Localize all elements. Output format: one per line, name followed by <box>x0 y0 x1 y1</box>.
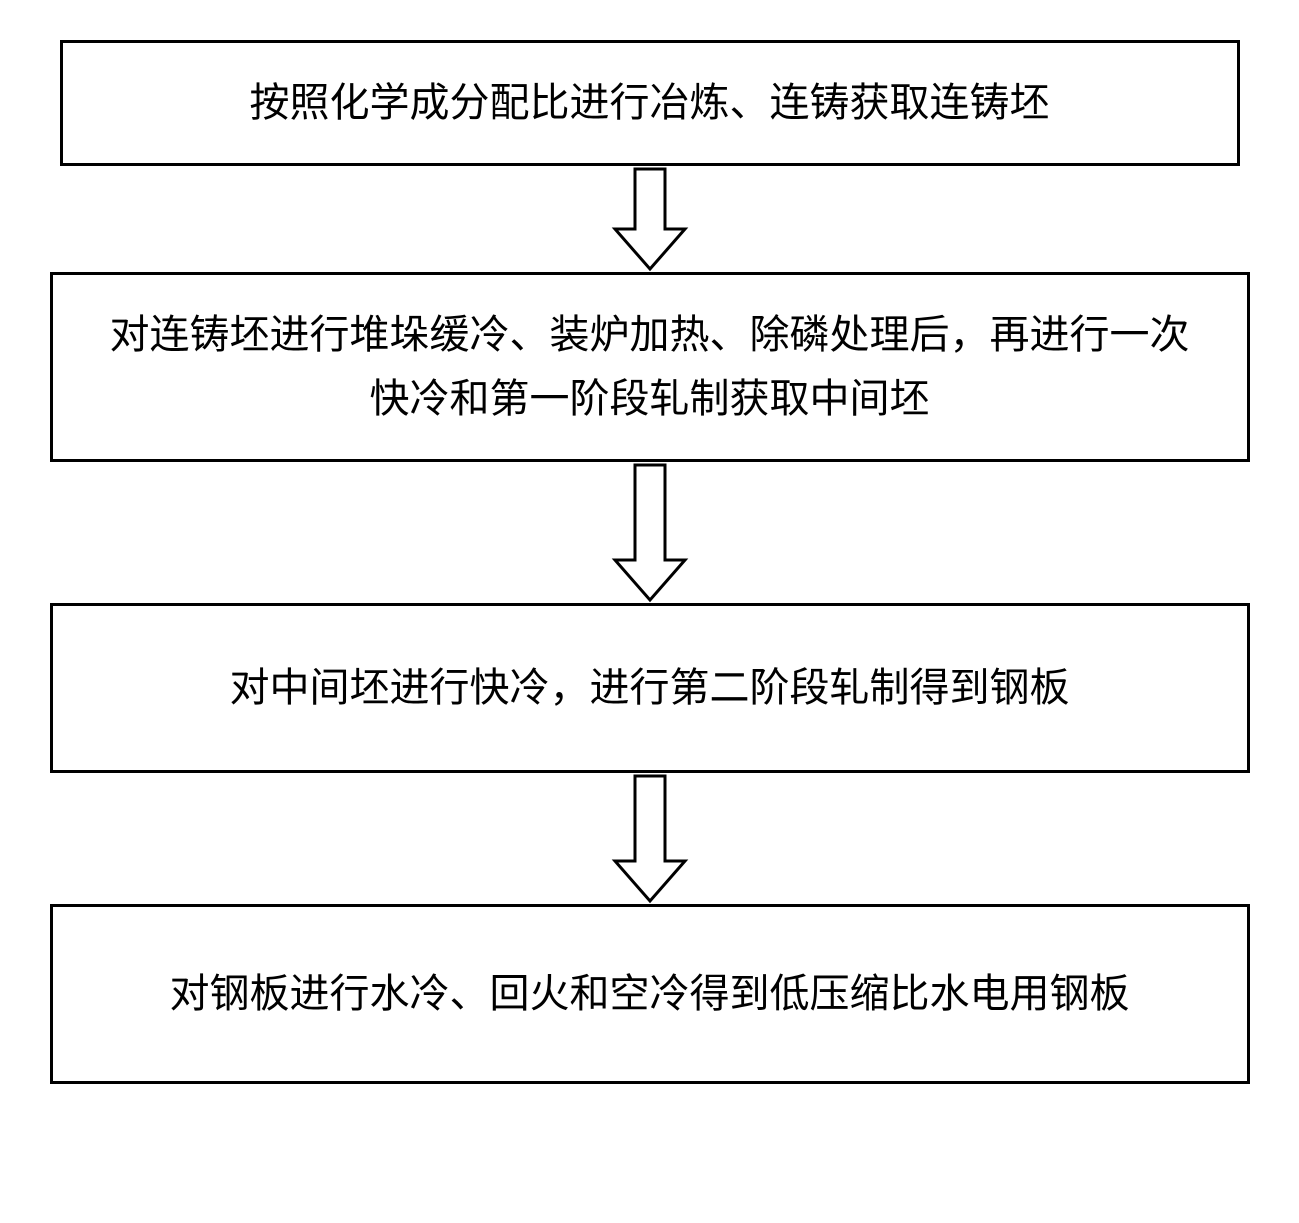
step-text: 对中间坯进行快冷，进行第二阶段轧制得到钢板 <box>230 656 1070 720</box>
arrow-down-icon <box>610 166 690 272</box>
step-text: 对钢板进行水冷、回火和空冷得到低压缩比水电用钢板 <box>170 962 1130 1026</box>
flowchart-arrow-3 <box>610 773 690 904</box>
arrow-down-icon <box>610 462 690 603</box>
flowchart-step-3: 对中间坯进行快冷，进行第二阶段轧制得到钢板 <box>50 603 1250 773</box>
flowchart-container: 按照化学成分配比进行冶炼、连铸获取连铸坯 对连铸坯进行堆垛缓冷、装炉加热、除磷处… <box>50 40 1250 1084</box>
flowchart-arrow-1 <box>610 166 690 272</box>
flowchart-step-1: 按照化学成分配比进行冶炼、连铸获取连铸坯 <box>60 40 1240 166</box>
flowchart-arrow-2 <box>610 462 690 603</box>
arrow-down-icon <box>610 773 690 904</box>
step-text: 按照化学成分配比进行冶炼、连铸获取连铸坯 <box>250 71 1050 135</box>
flowchart-step-2: 对连铸坯进行堆垛缓冷、装炉加热、除磷处理后，再进行一次快冷和第一阶段轧制获取中间… <box>50 272 1250 462</box>
flowchart-step-4: 对钢板进行水冷、回火和空冷得到低压缩比水电用钢板 <box>50 904 1250 1084</box>
step-text: 对连铸坯进行堆垛缓冷、装炉加热、除磷处理后，再进行一次快冷和第一阶段轧制获取中间… <box>93 303 1207 431</box>
